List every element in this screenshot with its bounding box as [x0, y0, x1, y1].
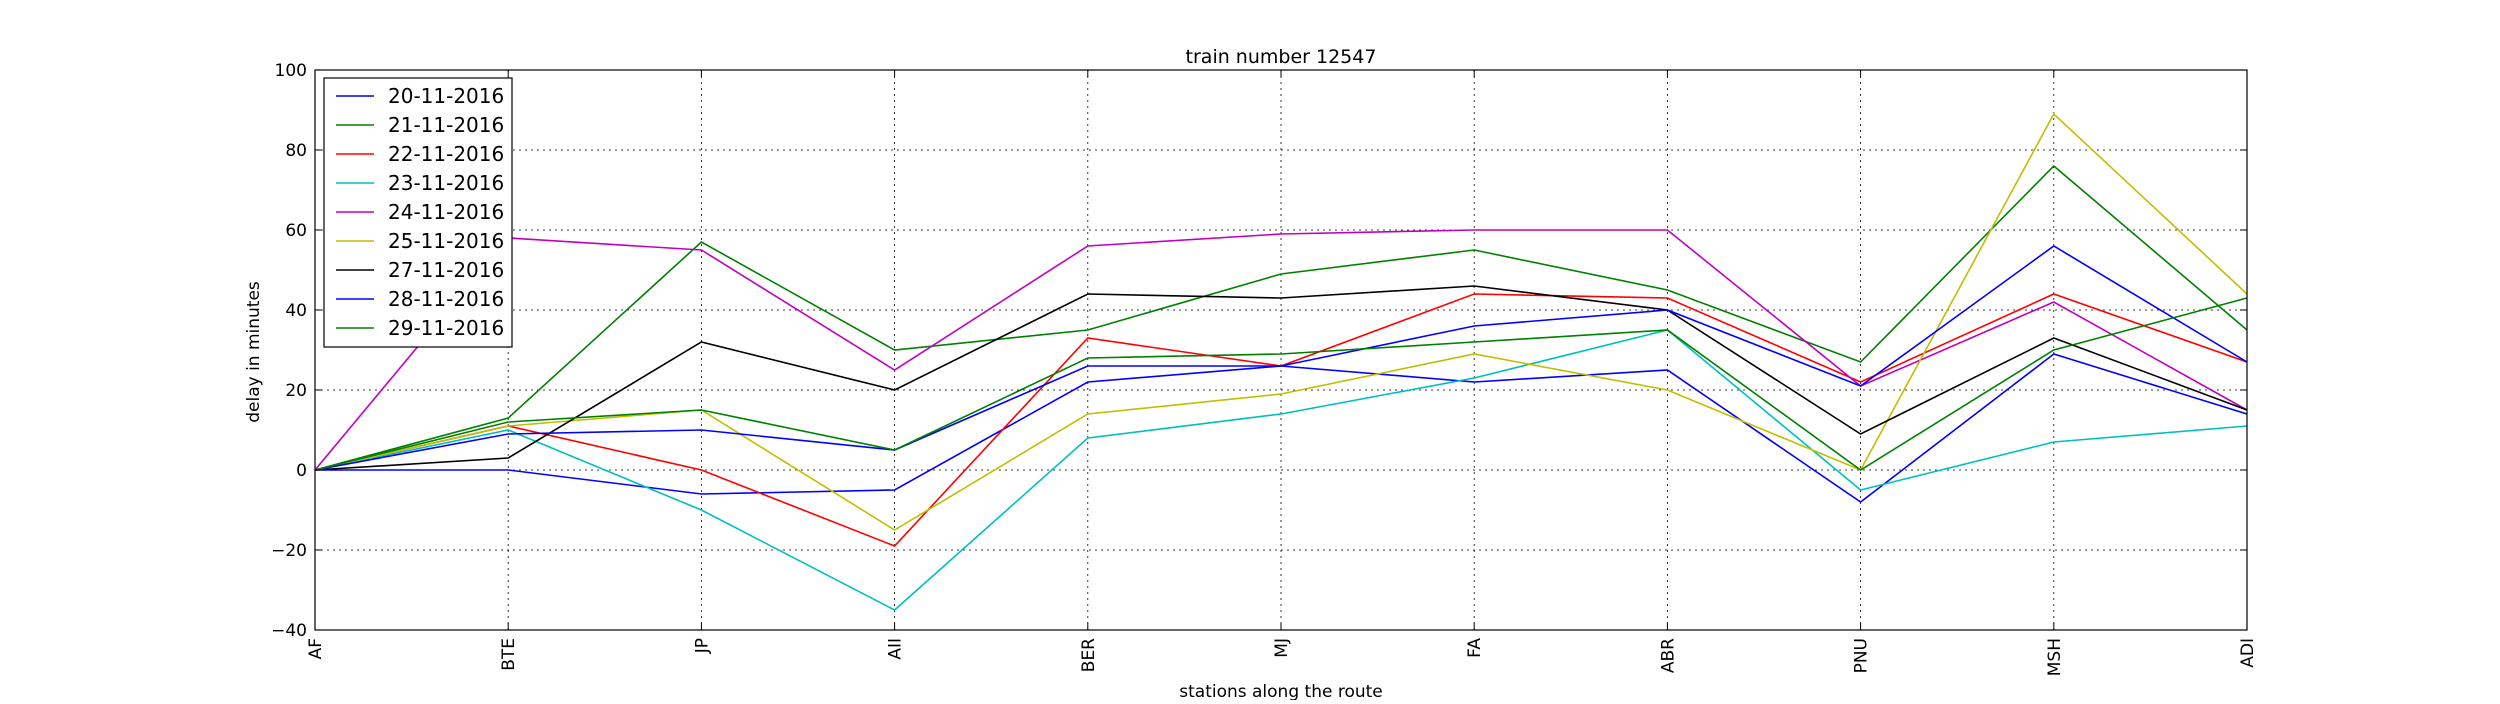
legend-label: 29-11-2016	[388, 316, 504, 340]
legend-label: 28-11-2016	[388, 287, 504, 311]
axis-ticks: −40 −20 0 20 40 60 80 100 AF BTE JP AII BER MJ FA ABR PN…	[271, 61, 2258, 676]
legend-label: 20-11-2016	[388, 84, 504, 108]
x-tick-label: ADI	[2238, 638, 2258, 668]
legend-label: 27-11-2016	[388, 258, 504, 282]
legend-label: 25-11-2016	[388, 229, 504, 253]
y-axis-label: delay in minutes	[244, 281, 264, 423]
series-line-21-11-2016	[314, 164, 2248, 471]
y-tick-label: 80	[285, 141, 307, 161]
x-tick-label: MSH	[2045, 638, 2065, 676]
x-tick-label: AF	[306, 638, 326, 659]
chart-title: train number 12547	[1186, 46, 1377, 68]
legend: 20-11-2016 21-11-2016 22-11-2016 23-11-2016…	[323, 77, 513, 348]
legend-label: 23-11-2016	[388, 171, 504, 195]
series-line-23-11-2016	[314, 329, 2248, 611]
x-tick-label: BTE	[499, 638, 519, 671]
x-tick-label: AII	[886, 638, 906, 660]
y-tick-label: −20	[271, 541, 307, 561]
series-line-29-11-2016	[314, 297, 2248, 471]
x-tick-label: JP	[692, 638, 712, 654]
y-tick-label: 0	[296, 461, 307, 481]
y-tick-label: −40	[271, 621, 307, 641]
y-tick-label: 100	[275, 61, 307, 81]
x-tick-label: ABR	[1658, 638, 1678, 673]
x-tick-label: FA	[1465, 638, 1485, 658]
legend-label: 24-11-2016	[388, 200, 504, 224]
series-line-27-11-2016	[314, 285, 2248, 471]
series-group	[314, 112, 2248, 611]
y-tick-label: 60	[285, 221, 307, 241]
series-line-28-11-2016	[314, 245, 2248, 471]
x-tick-label: PNU	[1852, 638, 1872, 673]
legend-label: 22-11-2016	[388, 142, 504, 166]
grid-lines	[315, 70, 2247, 630]
y-tick-label: 40	[285, 301, 307, 321]
x-tick-label: MJ	[1272, 638, 1292, 658]
y-tick-label: 20	[285, 381, 307, 401]
series-line-24-11-2016	[314, 229, 2248, 471]
legend-label: 21-11-2016	[388, 113, 504, 137]
x-axis-label: stations along the route	[1179, 682, 1383, 700]
series-line-25-11-2016	[314, 112, 2248, 531]
x-tick-label: BER	[1079, 638, 1099, 672]
